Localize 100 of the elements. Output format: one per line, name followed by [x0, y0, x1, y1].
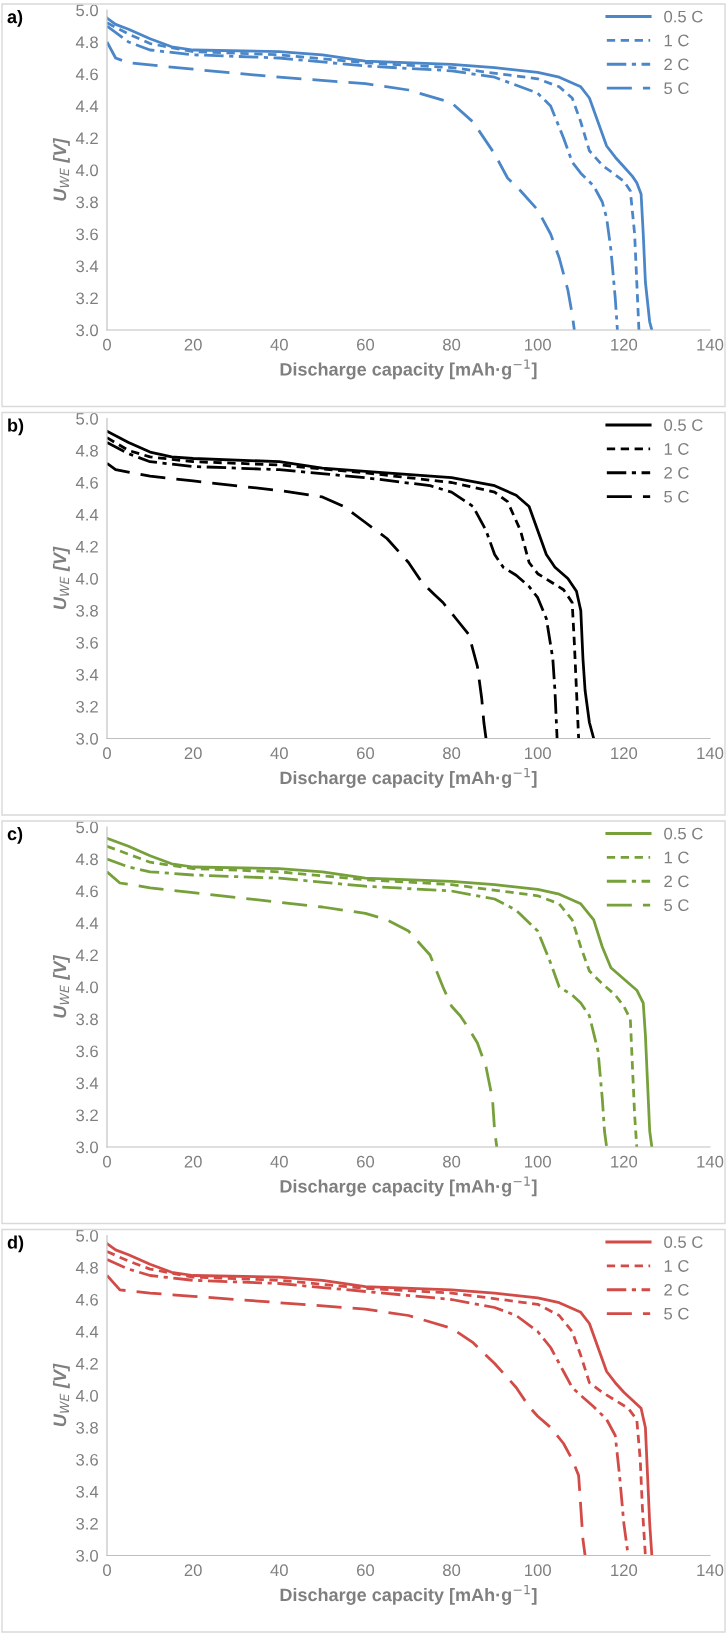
x-tick-label: 80 [443, 1155, 461, 1168]
legend-label: 2 C [664, 58, 689, 71]
y-tick-label: 3.0 [76, 732, 99, 745]
y-tick-label: 3.4 [76, 668, 99, 681]
y-axis-title: U$_{WE}$ [V] [52, 1363, 70, 1427]
legend-label: 1 C [664, 851, 689, 864]
y-tick-label: 4.6 [75, 476, 98, 489]
legend-label: 2 C [664, 875, 689, 888]
x-tick-label: 140 [697, 747, 724, 760]
x-tick-label: 20 [184, 338, 202, 351]
y-tick-label: 4.2 [75, 540, 98, 553]
y-tick-label: 3.0 [76, 324, 99, 337]
x-tick-label: 0 [103, 747, 111, 760]
y-tick-label: 3.4 [76, 260, 99, 273]
x-tick-label: 120 [611, 747, 638, 760]
y-tick-label: 3.8 [76, 1013, 98, 1026]
y-tick-label: 4.0 [75, 164, 99, 177]
legend-label: 5 C [664, 82, 689, 95]
y-tick-label: 3.2 [76, 1517, 98, 1530]
y-tick-label: 4.8 [75, 36, 98, 49]
y-tick-label: 5.0 [76, 412, 99, 425]
x-tick-label: 100 [525, 1155, 551, 1168]
legend-label: 0.5 C [664, 1236, 703, 1249]
legend-label: 0.5 C [664, 10, 703, 23]
y-tick-label: 4.8 [75, 853, 98, 866]
y-tick-label: 4.2 [75, 949, 98, 962]
x-axis-title: Discharge capacity [mAh·g$^{−1}$] [280, 359, 537, 380]
legend-label: 5 C [664, 490, 689, 503]
y-tick-label: 3.6 [76, 636, 98, 649]
chart-title: d) [7, 1235, 24, 1253]
x-tick-label: 40 [270, 1564, 288, 1577]
y-tick-label: 3.8 [76, 604, 98, 617]
y-tick-label: 3.6 [76, 1453, 98, 1466]
x-tick-label: 100 [525, 338, 551, 351]
x-tick-label: 60 [357, 1155, 375, 1168]
y-axis-title: U$_{WE}$ [V] [52, 546, 70, 610]
y-tick-label: 4.8 [75, 1261, 98, 1274]
x-tick-label: 100 [525, 1564, 551, 1577]
x-tick-label: 140 [697, 338, 724, 351]
y-tick-label: 4.6 [75, 1293, 98, 1306]
x-tick-label: 140 [697, 1564, 724, 1577]
x-tick-label: 140 [697, 1155, 724, 1168]
y-axis-title: U$_{WE}$ [V] [52, 137, 70, 201]
legend-label: 2 C [664, 1283, 689, 1296]
y-tick-label: 3.6 [76, 228, 98, 241]
x-axis-title: Discharge capacity [mAh·g$^{−1}$] [280, 767, 537, 788]
y-tick-label: 5.0 [76, 4, 99, 17]
x-axis-title: Discharge capacity [mAh·g$^{−1}$] [280, 1584, 537, 1605]
y-tick-label: 5.0 [76, 821, 99, 834]
x-tick-label: 0 [103, 1155, 111, 1168]
y-tick-label: 3.8 [76, 196, 98, 209]
y-tick-label: 3.4 [76, 1077, 99, 1090]
y-tick-label: 3.2 [76, 292, 98, 305]
x-tick-label: 80 [443, 747, 461, 760]
y-tick-label: 4.2 [75, 132, 98, 145]
chart-title: a) [7, 10, 23, 27]
x-axis-title: Discharge capacity [mAh·g$^{−1}$] [280, 1176, 537, 1197]
legend-label: 1 C [664, 443, 689, 455]
x-tick-label: 60 [357, 1564, 375, 1577]
x-tick-label: 0 [103, 338, 111, 351]
y-tick-label: 3.2 [76, 1109, 98, 1122]
legend-label: 0.5 C [664, 827, 703, 840]
legend-label: 2 C [664, 466, 689, 479]
x-tick-label: 40 [270, 338, 288, 351]
x-tick-label: 80 [443, 1564, 461, 1577]
x-tick-label: 40 [270, 747, 288, 760]
y-tick-label: 4.4 [75, 509, 99, 521]
y-tick-label: 3.6 [76, 1045, 98, 1058]
legend-label: 5 C [664, 1307, 689, 1320]
y-tick-label: 4.8 [75, 444, 98, 457]
y-tick-label: 4.6 [75, 68, 98, 81]
y-tick-label: 3.8 [76, 1421, 98, 1434]
y-tick-label: 3.2 [76, 700, 98, 713]
legend-label: 1 C [664, 1260, 689, 1272]
legend-label: 1 C [664, 34, 689, 47]
y-tick-label: 4.0 [75, 572, 99, 585]
y-tick-label: 4.6 [75, 885, 98, 898]
x-tick-label: 60 [357, 747, 375, 760]
y-tick-label: 4.4 [75, 100, 99, 113]
x-tick-label: 80 [443, 338, 461, 351]
x-tick-label: 120 [611, 1155, 638, 1168]
x-tick-label: 120 [611, 1564, 638, 1577]
x-tick-label: 20 [184, 1564, 202, 1577]
legend-label: 0.5 C [664, 419, 703, 432]
y-tick-label: 3.4 [76, 1485, 99, 1498]
y-tick-label: 4.2 [75, 1357, 98, 1370]
y-tick-label: 4.0 [75, 1389, 99, 1402]
x-tick-label: 60 [357, 338, 375, 351]
y-tick-label: 3.0 [76, 1549, 99, 1562]
x-tick-label: 20 [184, 747, 202, 760]
x-tick-label: 100 [525, 747, 551, 760]
y-tick-label: 5.0 [76, 1229, 99, 1242]
chart-title: c) [7, 827, 23, 844]
x-tick-label: 120 [611, 338, 638, 351]
y-tick-label: 4.0 [75, 981, 99, 994]
y-tick-label: 4.4 [75, 917, 99, 930]
legend-label: 5 C [664, 899, 689, 912]
y-tick-label: 4.4 [75, 1326, 99, 1338]
x-tick-label: 20 [184, 1155, 202, 1168]
y-tick-label: 3.0 [76, 1141, 99, 1154]
